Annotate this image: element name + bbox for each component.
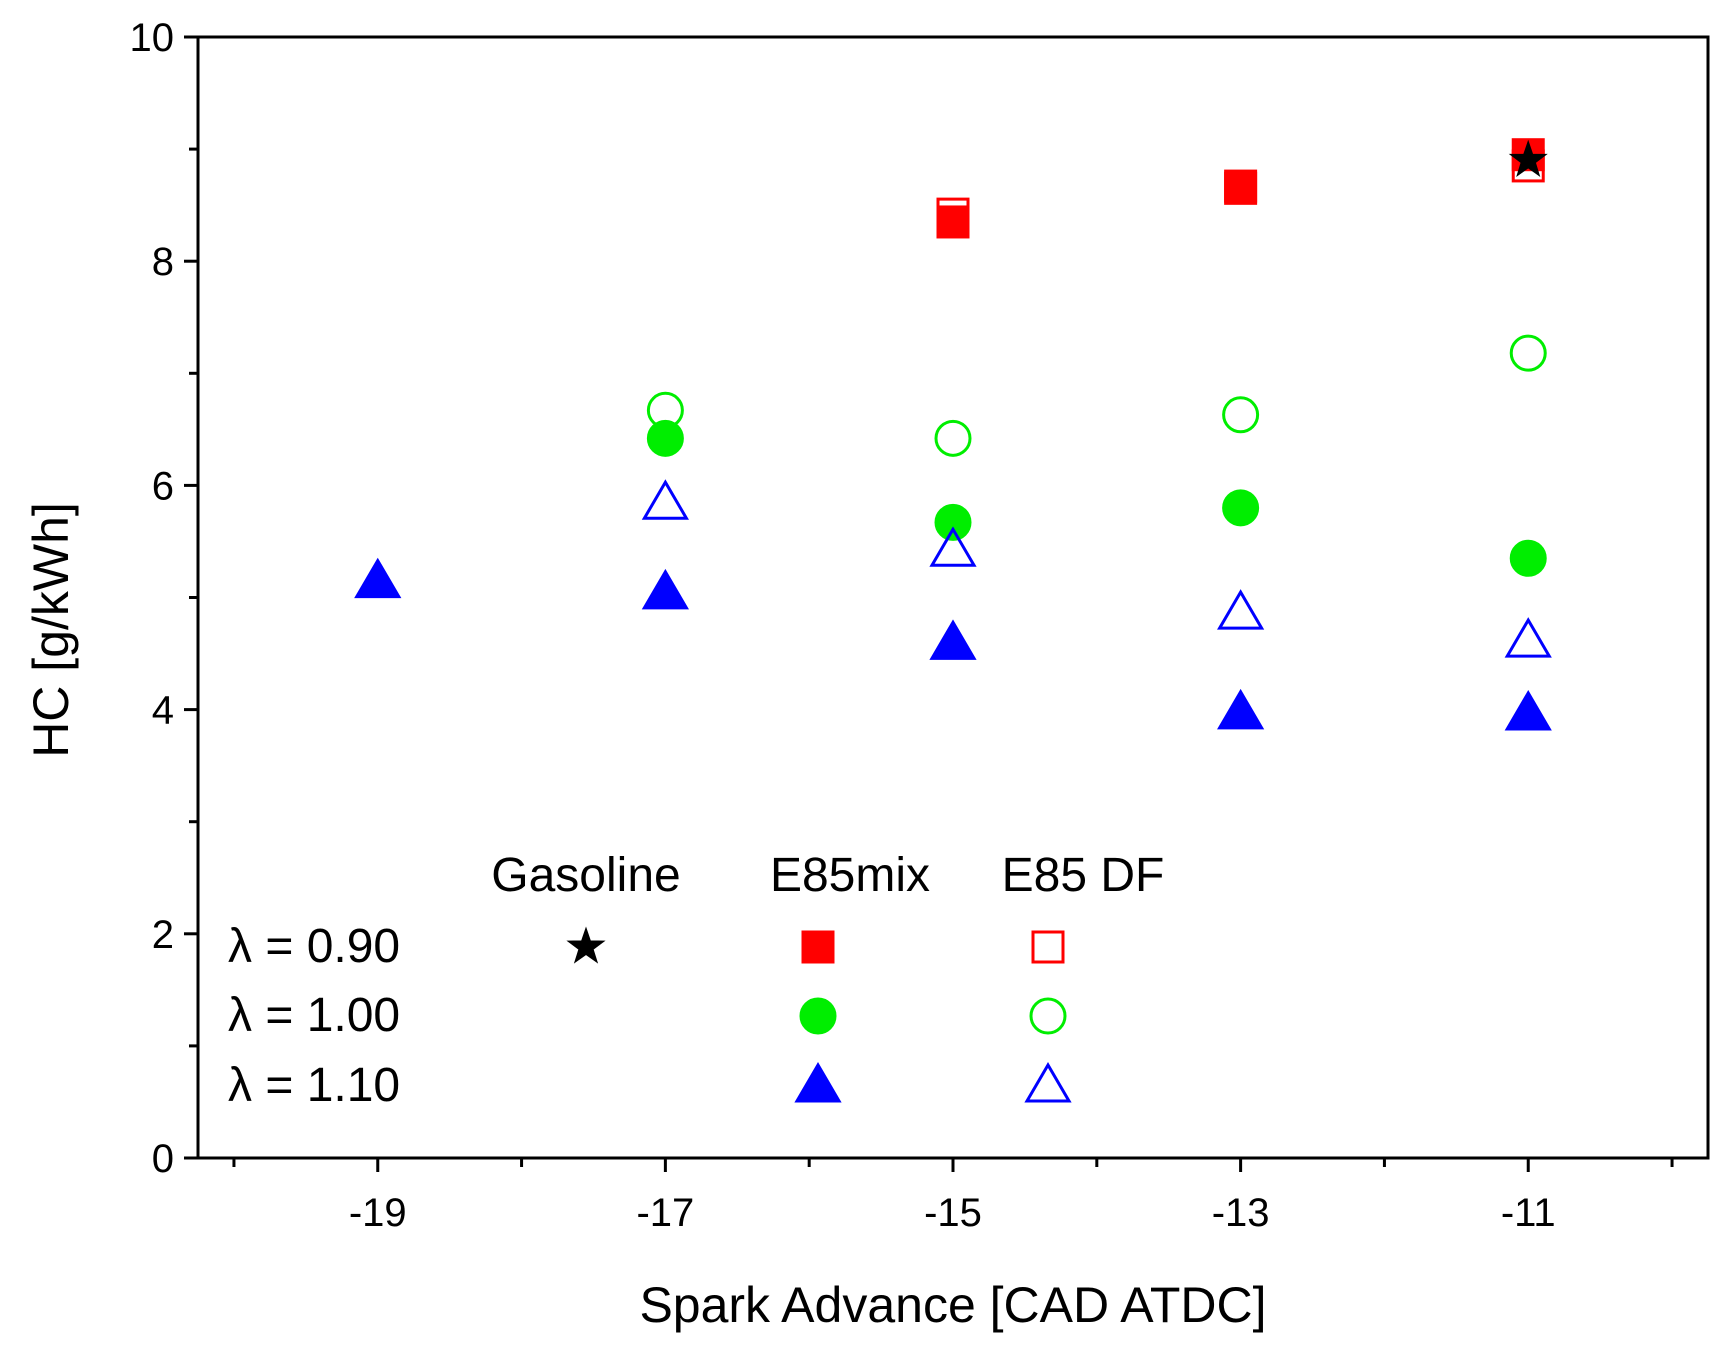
x-tick-label: -19 — [349, 1191, 407, 1235]
data-point-e85-df-circle — [934, 419, 972, 457]
data-point-e85mix-triangle — [354, 557, 402, 599]
legend-markers — [566, 926, 1072, 1103]
data-point-e85-df-triangle — [1504, 617, 1552, 658]
data-point-e85-df-circle — [1222, 396, 1260, 434]
y-tick-label: 6 — [152, 464, 174, 508]
legend-row-lambda-1-00: λ = 1.00 — [228, 989, 400, 1042]
legend-marker-e85-df-triangle — [1024, 1062, 1072, 1103]
data-point-e85-df-circle — [1509, 334, 1547, 372]
x-tick-label: -17 — [636, 1191, 694, 1235]
y-tick-label: 10 — [130, 16, 175, 60]
data-point-e85-df-square — [1224, 171, 1258, 205]
y-tick-label: 4 — [152, 689, 174, 733]
x-axis: -19 -17 -15 -13 -11 — [232, 1158, 1674, 1235]
legend-marker-e85mix-square — [801, 930, 835, 964]
data-point-e85-df-circle — [646, 391, 684, 429]
y-tick-label: 0 — [152, 1137, 174, 1181]
data-point-e85mix-circle — [646, 419, 684, 457]
x-tick-label: -11 — [1501, 1191, 1556, 1235]
x-tick-label: -13 — [1212, 1191, 1270, 1235]
data-point-e85mix-triangle — [1504, 689, 1552, 731]
data-point-e85mix-square — [1224, 169, 1258, 203]
y-tick-label: 2 — [152, 913, 174, 957]
x-axis-title: Spark Advance [CAD ATDC] — [639, 1277, 1266, 1333]
legend-header-e85mix: E85mix — [770, 849, 930, 902]
data-point-e85-df-triangle — [1217, 589, 1265, 630]
legend-marker-gasoline-star — [566, 926, 606, 964]
legend-row-lambda-1-10: λ = 1.10 — [228, 1059, 400, 1112]
x-tick-label: -15 — [924, 1191, 982, 1235]
data-point-e85mix-circle — [1509, 539, 1547, 577]
data-point-e85mix-square — [936, 205, 970, 239]
y-axis: 0 2 4 6 8 10 — [130, 16, 198, 1181]
legend-marker-e85mix-triangle — [794, 1062, 842, 1103]
data-point-e85-df-triangle — [641, 479, 689, 520]
data-point-e85-df-triangle — [929, 526, 977, 567]
data-point-e85mix-triangle — [641, 568, 689, 610]
data-point-e85-df-square — [936, 197, 970, 231]
legend-marker-e85-df-square — [1031, 930, 1065, 964]
legend: Gasoline E85mix E85 DF λ = 0.90 λ = 1.00… — [228, 849, 1164, 1112]
plot-frame — [196, 35, 1710, 1160]
y-axis-title: HC [g/kWh] — [23, 502, 79, 758]
data-point-e85mix-triangle — [929, 619, 977, 660]
legend-marker-e85mix-circle — [799, 997, 837, 1035]
legend-header-e85df: E85 DF — [1002, 849, 1165, 902]
legend-header-gasoline: Gasoline — [491, 849, 680, 902]
y-tick-label: 8 — [152, 240, 174, 284]
legend-marker-e85-df-circle — [1029, 997, 1067, 1035]
data-points — [354, 138, 1552, 731]
data-point-e85mix-circle — [934, 503, 972, 541]
data-point-e85mix-circle — [1222, 489, 1260, 527]
data-point-gasoline-star — [1508, 139, 1548, 177]
legend-row-lambda-0-90: λ = 0.90 — [228, 920, 400, 973]
data-point-e85mix-triangle — [1217, 688, 1265, 730]
